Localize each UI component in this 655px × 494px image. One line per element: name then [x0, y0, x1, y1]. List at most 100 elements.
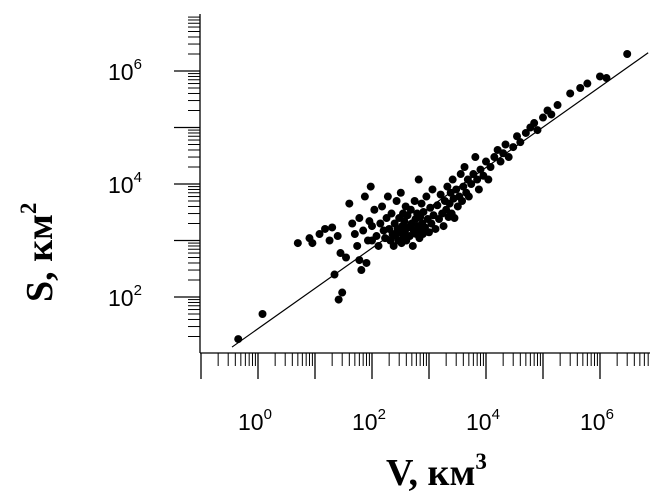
data-point: [513, 132, 522, 141]
data-point: [418, 230, 427, 239]
data-point: [450, 214, 459, 223]
data-point: [293, 239, 302, 248]
data-point: [366, 182, 375, 191]
data-point: [376, 219, 385, 228]
data-point: [355, 256, 364, 265]
data-point: [426, 203, 435, 212]
data-point: [414, 175, 423, 184]
x-axis-title: V, км3: [386, 449, 487, 494]
y-axis: 102 104 106: [108, 14, 201, 353]
data-point: [602, 74, 611, 83]
data-point: [408, 241, 417, 250]
data-points: [234, 49, 632, 344]
data-point: [476, 165, 485, 174]
data-point: [419, 207, 428, 216]
data-point: [374, 241, 383, 250]
data-point: [234, 335, 243, 344]
data-point: [308, 239, 317, 248]
data-point: [383, 192, 392, 201]
data-point: [439, 222, 448, 231]
x-tick-label: 106: [580, 406, 614, 435]
data-point: [325, 236, 334, 245]
data-point: [410, 197, 419, 206]
data-point: [436, 190, 445, 199]
data-point: [258, 310, 267, 319]
data-point: [328, 223, 337, 232]
data-point: [467, 180, 476, 188]
y-tick-label: 104: [108, 169, 142, 198]
data-point: [400, 217, 409, 226]
data-point: [378, 202, 387, 211]
fit-line-path: [231, 52, 649, 348]
data-point: [372, 232, 381, 241]
data-point: [321, 224, 330, 233]
data-point: [509, 143, 518, 152]
data-point: [353, 241, 362, 250]
data-point: [566, 89, 575, 98]
data-point: [486, 162, 495, 171]
data-point: [596, 72, 604, 81]
y-axis-title-group: S, км2: [16, 203, 61, 302]
data-point: [427, 219, 436, 228]
x-tick-label: 100: [238, 406, 272, 435]
data-point: [460, 162, 469, 171]
data-point: [459, 182, 468, 191]
x-tick-label: 104: [466, 406, 500, 435]
y-axis-title: S, км2: [16, 203, 61, 302]
data-point: [501, 140, 510, 149]
data-point: [547, 110, 556, 119]
data-point: [348, 219, 357, 228]
data-point: [357, 266, 366, 275]
data-point: [406, 205, 415, 214]
data-point: [539, 113, 547, 122]
data-point: [330, 270, 339, 279]
data-point: [443, 182, 452, 191]
data-point: [425, 228, 433, 237]
data-point: [433, 201, 442, 210]
data-point: [516, 138, 525, 147]
data-point: [490, 153, 499, 162]
data-point: [334, 295, 343, 304]
data-point: [359, 226, 368, 235]
data-point: [458, 197, 467, 206]
data-point: [482, 157, 490, 166]
data-point: [473, 175, 482, 184]
data-point: [464, 192, 473, 201]
data-point: [504, 153, 513, 162]
data-point: [355, 214, 364, 223]
data-point: [362, 258, 371, 267]
data-point: [521, 128, 530, 137]
data-point: [576, 84, 585, 93]
data-point: [368, 222, 376, 231]
data-point: [342, 253, 351, 262]
data-point: [431, 224, 440, 233]
data-point: [428, 185, 437, 194]
data-point: [583, 79, 592, 88]
data-point: [496, 157, 505, 166]
x-tick-label: 102: [352, 406, 386, 435]
data-point: [387, 209, 396, 218]
data-point: [484, 175, 493, 184]
data-point: [422, 192, 431, 201]
data-point: [389, 241, 398, 250]
data-point: [448, 175, 457, 184]
data-point: [471, 153, 480, 162]
data-point: [533, 126, 542, 135]
data-point: [338, 288, 347, 297]
data-point: [623, 49, 632, 58]
data-point: [360, 192, 369, 201]
data-point: [370, 205, 379, 214]
data-point: [474, 185, 483, 194]
y-tick-label: 102: [108, 282, 142, 311]
data-point: [453, 202, 462, 211]
data-point: [315, 230, 324, 239]
x-axis: 100 102 104 106: [200, 352, 650, 435]
data-point: [333, 232, 342, 241]
data-point: [530, 119, 539, 128]
data-point: [350, 230, 359, 239]
y-tick-label: 106: [108, 56, 142, 85]
fit-line: [231, 52, 649, 348]
data-point: [345, 199, 354, 208]
data-point: [452, 185, 461, 194]
